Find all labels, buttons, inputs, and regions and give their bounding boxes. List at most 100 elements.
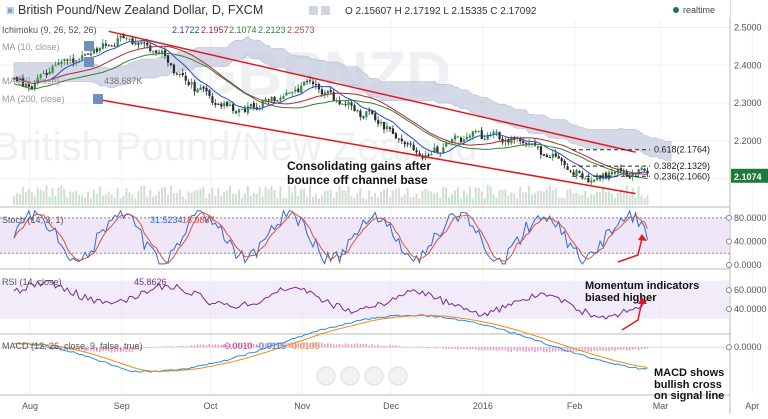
time-tick-label: Mar [653, 401, 669, 411]
volume-bar [564, 198, 566, 205]
candle-body [587, 178, 589, 182]
volume-bar [374, 193, 376, 205]
indicator-tick-label: 0.0000 [734, 342, 762, 352]
time-tick-label: Aug [22, 401, 38, 411]
volume-bar [25, 192, 27, 205]
volume-bar [410, 197, 412, 205]
volume-bar [247, 186, 249, 205]
candle-body [578, 171, 580, 173]
volume-bar [164, 187, 166, 205]
candle-body [191, 82, 193, 84]
candle-body [427, 155, 429, 156]
macd-hist-bar [472, 347, 474, 349]
visibility-icon[interactable] [309, 6, 318, 15]
drawing-tool-icon[interactable] [84, 57, 94, 67]
macd-hist-bar [404, 347, 406, 348]
volume-bar [250, 196, 252, 205]
macd-hist-bar [368, 345, 370, 347]
volume-bar [350, 196, 352, 205]
volume-bar [377, 197, 379, 205]
macd-hist-bar [395, 345, 397, 347]
macd-hist-bar [360, 344, 362, 347]
volume-bar [90, 198, 92, 205]
collapse-icon[interactable]: ▣ [6, 5, 15, 15]
volume-bar [371, 196, 373, 205]
volume-bar [111, 194, 113, 205]
volume-bar [584, 191, 586, 205]
macd-hist-bar [386, 346, 388, 347]
volume-bar [395, 189, 397, 205]
time-tick-label: Oct [204, 401, 219, 411]
macd-hist-bar [362, 344, 364, 347]
macd-hist-bar [466, 347, 468, 349]
macd-hist-bar [182, 346, 184, 347]
volume-bar [66, 198, 68, 205]
candle-body [643, 169, 645, 171]
macd-hist-bar [496, 347, 498, 351]
drawing-tool-icon[interactable] [93, 94, 103, 104]
volume-bar [433, 194, 435, 205]
macd-hist-bar [484, 347, 486, 350]
macd-hist-bar [445, 347, 447, 349]
volume-bar [493, 194, 495, 205]
macd-hist-bar [365, 344, 367, 347]
volume-bar [265, 187, 267, 205]
volume-bar [276, 198, 278, 205]
macd-hist-bar [510, 347, 512, 352]
macd-hist-bar [454, 347, 456, 349]
candle-body [386, 126, 388, 129]
macd-hist-bar [516, 347, 518, 351]
macd-hist-bar [336, 344, 338, 347]
macd-hist-bar [448, 347, 450, 349]
volume-bar [575, 193, 577, 205]
volume-bar [279, 186, 281, 205]
zoom-in-button[interactable] [341, 367, 359, 385]
volume-bar [581, 195, 583, 205]
volume-bar [31, 192, 33, 205]
scroll-left-button[interactable] [365, 367, 383, 385]
macd-hist-bar [531, 347, 533, 351]
candle-body [208, 90, 210, 96]
stoch-band [0, 218, 730, 253]
candle-body [78, 59, 80, 60]
candle-body [60, 61, 62, 63]
macd-hist-bar [620, 347, 622, 350]
ichimoku-value: 2.1722 [172, 25, 200, 35]
candle-body [362, 117, 364, 118]
candle-body [297, 89, 299, 92]
settings-icon[interactable] [321, 6, 330, 15]
candle-body [356, 110, 358, 112]
macd-hist-bar [209, 344, 211, 347]
candle-body [105, 44, 107, 46]
candle-body [49, 72, 51, 74]
macd-hist-bar [641, 347, 643, 349]
volume-bar [28, 189, 30, 205]
macd-hist-bar [475, 347, 477, 350]
volume-bar [504, 189, 506, 205]
scroll-right-button[interactable] [389, 367, 407, 385]
candle-body [623, 172, 625, 173]
macd-hist-bar [638, 347, 640, 350]
candle-body [63, 59, 65, 61]
axis-marker [727, 215, 732, 220]
macd-annotation: MACD shows [654, 367, 724, 379]
zoom-out-button[interactable] [317, 367, 335, 385]
candle-body [176, 73, 178, 74]
volume-bar [96, 194, 98, 205]
candle-body [442, 147, 444, 153]
candle-body [146, 43, 148, 46]
volume-bar [463, 190, 465, 205]
candle-body [611, 173, 613, 174]
candle-body [315, 84, 317, 85]
candle-body [223, 103, 225, 107]
candle-body [398, 138, 400, 139]
drawing-tool-icon[interactable] [84, 41, 94, 51]
axis-marker [727, 307, 732, 312]
candle-body [457, 136, 459, 137]
ma200-legend: MA (200, close) [2, 94, 65, 104]
macd-hist-bar [582, 347, 584, 351]
volume-bar [324, 191, 326, 205]
volume-bar [194, 191, 196, 205]
candle-body [268, 99, 270, 100]
